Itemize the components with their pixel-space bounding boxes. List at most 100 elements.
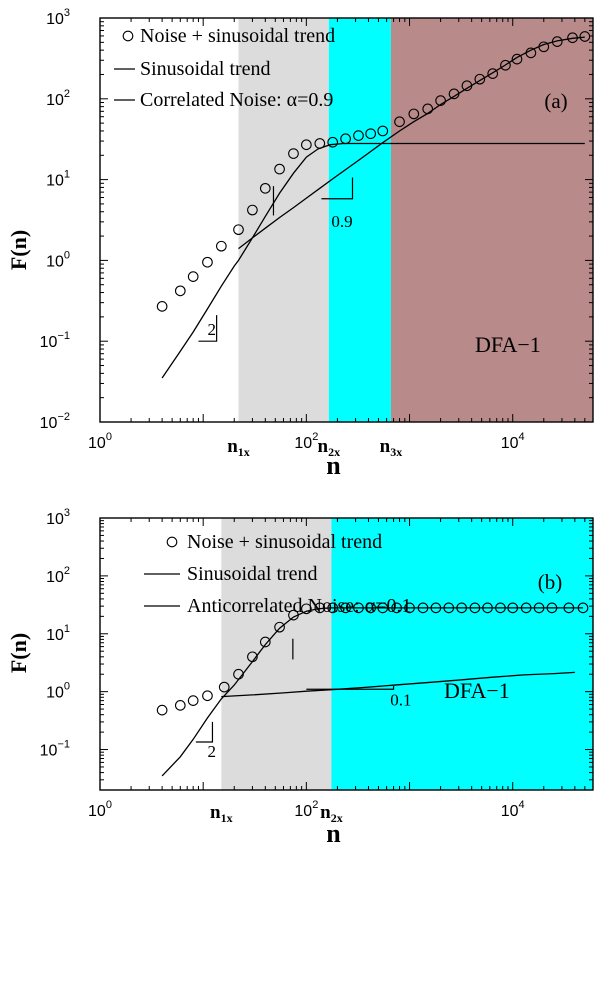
tick-base: 10 [40,334,58,351]
tick-base: 10 [40,415,58,432]
data-point [567,32,578,44]
y-tick-label: 10−1 [40,330,70,351]
data-point [259,182,271,194]
data-point [435,95,446,106]
slope-triangle [321,177,354,200]
data-point [187,271,199,282]
legend-label: Correlated Noise: α=0.9 [140,89,333,111]
crossover-sub: 1x [238,445,250,459]
crossover-label: n1x [210,802,233,825]
legend-marker-circle [166,536,178,548]
tick-exponent: 2 [64,565,70,577]
tick-base: 10 [46,92,64,109]
y-tick-label: 101 [46,623,70,644]
data-point [394,116,405,128]
slope-label: 0.9 [331,212,352,231]
slope-label: 0.1 [390,690,411,709]
y-axis-label: F(n) [6,230,31,270]
panel-label: (b) [538,570,563,594]
method-annotation: DFA−1 [444,678,510,703]
tick-exponent: 4 [519,799,525,811]
tick-exponent: −1 [57,739,70,751]
data-point [174,699,186,711]
tick-exponent: 1 [64,169,70,181]
data-point [215,240,227,252]
crossover-label: n2x [318,436,341,459]
data-point [408,108,420,120]
y-tick-label: 103 [46,507,70,528]
tick-exponent: 2 [64,88,70,100]
crossover-sub: 2x [331,811,343,825]
data-point [404,602,415,614]
y-tick-label: 10−1 [40,739,70,760]
data-point [538,41,550,53]
data-point [469,602,481,614]
x-axis-label: n [326,819,341,848]
method-annotation: DFA−1 [475,332,541,357]
data-point [461,80,473,92]
tick-base: 10 [46,11,64,28]
data-point [274,163,285,175]
data-point [247,651,258,663]
tick-base: 10 [294,803,312,820]
plot-frame [99,17,594,423]
tick-base: 10 [501,803,519,820]
tick-base: 10 [294,435,312,452]
tick-exponent: 2 [312,799,318,811]
data-point [340,133,351,145]
data-point [340,602,351,614]
y-tick-label: 100 [46,681,70,702]
tick-exponent: 0 [106,799,112,811]
data-point [579,31,591,42]
shaded-region [331,518,593,790]
data-point [474,73,486,85]
data-point [259,636,271,648]
ticks [99,17,594,423]
data-point [288,609,299,621]
data-point [301,603,312,615]
data-point [301,139,312,151]
data-point [218,681,230,693]
y-tick-label: 102 [46,565,70,586]
x-tick-label: 100 [88,431,112,452]
data-point [233,224,244,236]
tick-base: 10 [46,253,64,270]
data-point [430,602,442,614]
tick-exponent: 4 [519,431,525,443]
data-point [443,602,455,614]
tick-exponent: 0 [106,431,112,443]
legend-label: Noise + sinusoidal trend [140,25,335,47]
data-point [417,602,429,614]
data-point [202,256,213,268]
data-point [247,204,258,216]
tick-base: 10 [46,627,64,644]
plot-area [156,31,591,379]
data-point [551,36,563,47]
data-point [456,602,468,614]
tick-exponent: 1 [64,623,70,635]
crossover-sub: 1x [221,811,233,825]
data-point [353,130,364,141]
data-point [525,47,537,59]
data-point [422,103,434,115]
data-point [174,285,186,297]
crossover-sub: 2x [328,445,340,459]
data-point [156,300,168,312]
data-point [511,53,523,65]
tick-base: 10 [46,511,64,528]
plot-area [156,602,589,777]
data-point [327,136,339,148]
data-point [546,602,558,614]
tick-base: 10 [46,173,64,190]
data-point [577,602,589,614]
data-point [448,88,460,100]
tick-exponent: 0 [64,249,70,261]
x-tick-label: 104 [501,431,525,452]
data-point [507,602,519,614]
crossover-main: n [210,802,221,823]
data-point [500,59,511,71]
data-point [563,602,575,614]
tick-base: 10 [40,743,58,760]
